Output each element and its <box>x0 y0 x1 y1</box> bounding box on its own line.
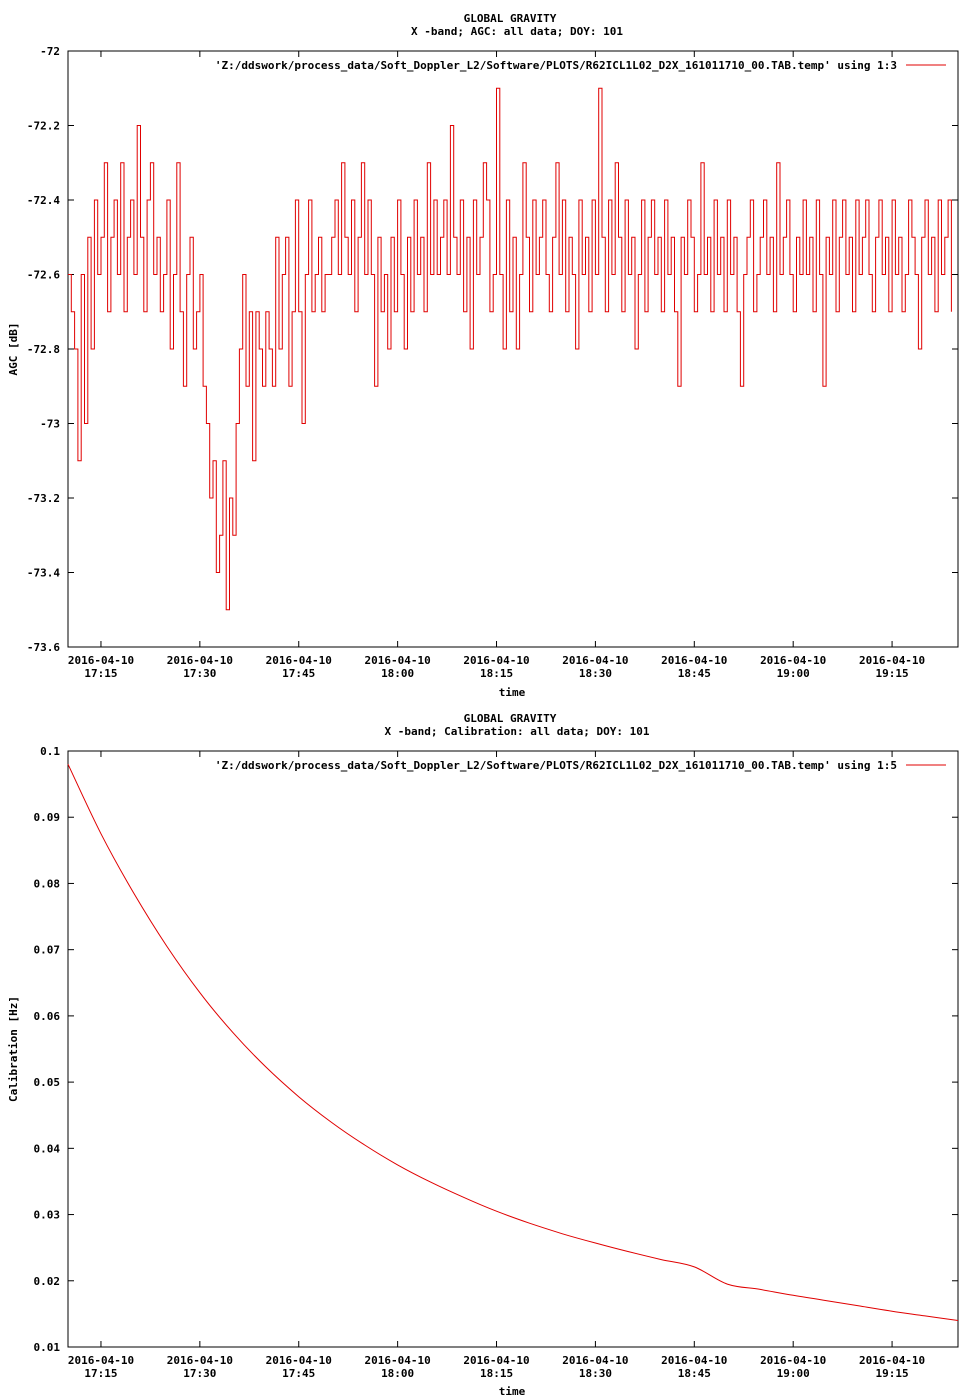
y-axis-label: Calibration [Hz] <box>7 996 20 1102</box>
x-tick-label-date: 2016-04-10 <box>365 1354 431 1367</box>
y-tick-label: -72.8 <box>27 343 60 356</box>
x-tick-label-date: 2016-04-10 <box>562 1354 628 1367</box>
x-tick-label-time: 19:15 <box>876 1367 909 1380</box>
x-tick-label-date: 2016-04-10 <box>859 1354 925 1367</box>
y-axis-label: AGC [dB] <box>7 323 20 376</box>
x-tick-label-date: 2016-04-10 <box>562 654 628 667</box>
x-tick-label-date: 2016-04-10 <box>266 1354 332 1367</box>
x-tick-label-date: 2016-04-10 <box>266 654 332 667</box>
y-tick-label: -73 <box>40 418 60 431</box>
y-tick-label: -72.4 <box>27 194 60 207</box>
x-tick-label-date: 2016-04-10 <box>760 1354 826 1367</box>
x-tick-label-date: 2016-04-10 <box>661 654 727 667</box>
x-tick-label-date: 2016-04-10 <box>661 1354 727 1367</box>
agc-chart: GLOBAL GRAVITY X -band; AGC: all data; D… <box>7 12 959 699</box>
x-tick-label-date: 2016-04-10 <box>68 654 134 667</box>
y-tick-label: -72 <box>40 45 60 58</box>
x-tick-label-time: 17:45 <box>282 1367 315 1380</box>
y-tick-label: 0.07 <box>34 944 61 957</box>
plot-frame <box>67 50 959 648</box>
y-tick-label: 0.1 <box>40 745 60 758</box>
y-tick-label: -73.4 <box>27 567 60 580</box>
x-tick-label-time: 18:45 <box>678 1367 711 1380</box>
x-axis-label: time <box>499 1385 526 1398</box>
x-tick-label-time: 19:00 <box>777 667 810 680</box>
chart-title: GLOBAL GRAVITY <box>464 12 557 25</box>
y-tick-label: 0.09 <box>34 811 61 824</box>
x-tick-label-time: 17:30 <box>183 1367 216 1380</box>
x-tick-label-date: 2016-04-10 <box>167 1354 233 1367</box>
x-axis-label: time <box>499 686 526 699</box>
x-tick-label-time: 17:15 <box>84 667 117 680</box>
y-tick-label: 0.01 <box>34 1341 61 1354</box>
series-line <box>68 87 952 611</box>
x-tick-label-time: 18:15 <box>480 667 513 680</box>
x-tick-label-date: 2016-04-10 <box>365 654 431 667</box>
x-tick-label-date: 2016-04-10 <box>463 1354 529 1367</box>
y-tick-label: 0.08 <box>34 877 61 890</box>
x-tick-label-date: 2016-04-10 <box>859 654 925 667</box>
chart-title: GLOBAL GRAVITY <box>464 712 557 725</box>
series-line <box>67 763 959 1321</box>
y-tick-label: 0.04 <box>34 1142 61 1155</box>
x-tick-label-time: 19:15 <box>876 667 909 680</box>
legend-label: 'Z:/ddswork/process_data/Soft_Doppler_L2… <box>215 59 897 72</box>
x-tick-label-date: 2016-04-10 <box>760 654 826 667</box>
x-tick-label-time: 18:30 <box>579 1367 612 1380</box>
x-tick-label-time: 17:30 <box>183 667 216 680</box>
x-tick-label-date: 2016-04-10 <box>68 1354 134 1367</box>
x-tick-label-time: 18:30 <box>579 667 612 680</box>
x-tick-label-time: 19:00 <box>777 1367 810 1380</box>
x-tick-label-date: 2016-04-10 <box>463 654 529 667</box>
x-tick-label-time: 18:15 <box>480 1367 513 1380</box>
y-tick-label: 0.05 <box>34 1076 61 1089</box>
plot-frame <box>67 750 959 1348</box>
x-tick-label-time: 17:45 <box>282 667 315 680</box>
y-tick-label: -72.2 <box>27 120 60 133</box>
y-tick-label: 0.02 <box>34 1275 61 1288</box>
y-tick-label: -72.6 <box>27 269 60 282</box>
chart-subtitle: X -band; Calibration: all data; DOY: 101 <box>385 725 650 738</box>
x-tick-label-date: 2016-04-10 <box>167 654 233 667</box>
x-tick-label-time: 18:00 <box>381 667 414 680</box>
legend-label: 'Z:/ddswork/process_data/Soft_Doppler_L2… <box>215 759 897 772</box>
y-tick-label: -73.6 <box>27 641 60 654</box>
chart-subtitle: X -band; AGC: all data; DOY: 101 <box>411 25 623 38</box>
x-tick-label-time: 18:00 <box>381 1367 414 1380</box>
x-tick-label-time: 17:15 <box>84 1367 117 1380</box>
y-tick-label: -73.2 <box>27 492 60 505</box>
y-tick-label: 0.06 <box>34 1010 61 1023</box>
y-tick-label: 0.03 <box>34 1209 61 1222</box>
calibration-chart: GLOBAL GRAVITY X -band; Calibration: all… <box>7 712 959 1398</box>
x-tick-label-time: 18:45 <box>678 667 711 680</box>
